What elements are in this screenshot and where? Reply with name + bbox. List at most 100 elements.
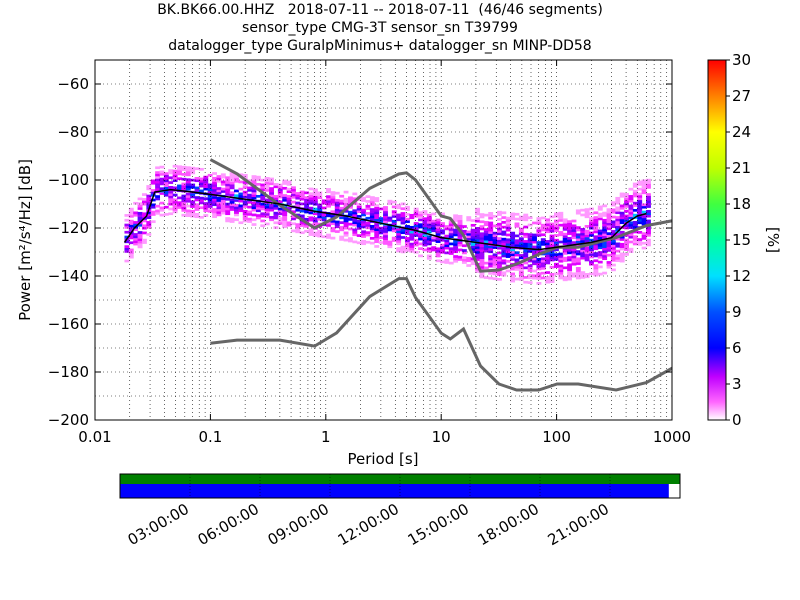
heatmap-cell	[523, 242, 529, 246]
heatmap-cell	[553, 243, 559, 247]
heatmap-cell	[448, 261, 454, 265]
heatmap-cell	[492, 260, 498, 264]
heatmap-cell	[212, 196, 217, 199]
heatmap-cell	[369, 224, 375, 228]
heatmap-cell	[334, 225, 340, 229]
heatmap-cell	[505, 269, 511, 273]
heatmap-cell	[641, 203, 647, 207]
heatmap-cell	[203, 182, 209, 186]
heatmap-cell	[247, 220, 253, 223]
heatmap-cell	[610, 239, 616, 243]
heatmap-cell	[584, 215, 590, 219]
heatmap-cell	[584, 237, 590, 240]
heatmap-cell	[128, 248, 134, 252]
heatmap-cell	[383, 208, 388, 212]
heatmap-cell	[133, 213, 139, 217]
heatmap-cell	[352, 209, 358, 213]
heatmap-cell	[527, 250, 533, 253]
heatmap-cell	[374, 225, 380, 229]
heatmap-cell	[615, 201, 621, 205]
heatmap-cell	[628, 233, 634, 237]
heatmap-cell	[124, 250, 130, 253]
heatmap-cell	[128, 214, 134, 218]
heatmap-cell	[532, 252, 537, 256]
heatmap-cell	[365, 231, 371, 234]
heatmap-cell	[330, 215, 336, 218]
heatmap-cell	[523, 225, 529, 229]
heatmap-cell	[194, 212, 200, 216]
heatmap-cell	[505, 233, 511, 237]
heatmap-cell	[172, 169, 178, 173]
heatmap-cell	[163, 213, 169, 216]
curves	[123, 158, 672, 392]
heatmap-cell	[501, 242, 507, 246]
heatmap-cell	[225, 217, 231, 220]
heatmap-cell	[584, 213, 590, 216]
heatmap-cell	[361, 213, 367, 217]
heatmap-cell	[641, 232, 647, 235]
heatmap-cell	[619, 206, 625, 210]
heatmap-cell	[181, 199, 187, 203]
heatmap-cell	[163, 177, 169, 180]
heatmap-cell	[216, 206, 222, 210]
heatmap-cell	[308, 206, 314, 210]
heatmap-cell	[527, 233, 533, 236]
heatmap-cell	[558, 233, 564, 237]
colorbar-tick-label: 30	[732, 51, 751, 69]
heatmap-cell	[387, 245, 393, 249]
heatmap-cell	[181, 204, 187, 207]
heatmap-cell	[404, 225, 410, 228]
heatmap-cell	[330, 200, 336, 204]
heatmap-cell	[646, 181, 651, 184]
heatmap-cell	[291, 222, 296, 226]
heatmap-cell	[646, 212, 651, 216]
heatmap-cell	[435, 247, 441, 251]
heatmap-cell	[418, 237, 423, 241]
heatmap-cell	[207, 185, 213, 189]
heatmap-cell	[470, 262, 476, 266]
heatmap-cell	[461, 232, 467, 236]
heatmap-cell	[356, 198, 362, 201]
heatmap-cell	[466, 218, 472, 222]
heatmap-cell	[545, 256, 551, 260]
heatmap-cell	[483, 230, 489, 234]
heatmap-cell	[404, 246, 410, 250]
heatmap-cell	[234, 208, 239, 212]
heatmap-cell	[584, 258, 590, 262]
heatmap-cell	[536, 221, 542, 225]
heatmap-cell	[369, 227, 375, 231]
heatmap-cell	[216, 177, 222, 181]
heatmap-cell	[269, 189, 274, 193]
heatmap-cell	[567, 275, 573, 279]
heatmap-cell	[137, 235, 143, 239]
heatmap-cell	[194, 176, 200, 180]
heatmap-cell	[238, 221, 244, 225]
heatmap-cell	[155, 180, 161, 184]
heatmap-cell	[321, 218, 327, 222]
heatmap-cell	[646, 193, 651, 196]
heatmap-cell	[646, 202, 651, 206]
heatmap-cell	[545, 244, 551, 248]
heatmap-cell	[273, 216, 279, 220]
heatmap-cell	[435, 249, 441, 253]
heatmap-cell	[260, 198, 266, 201]
heatmap-cell	[347, 198, 353, 202]
heatmap-cell	[260, 202, 266, 206]
heatmap-cell	[501, 233, 507, 236]
heatmap-cell	[567, 229, 573, 233]
heatmap-cell	[356, 210, 362, 213]
heatmap-cell	[646, 198, 651, 201]
heatmap-cell	[155, 185, 161, 189]
heatmap-cell	[159, 206, 165, 210]
heatmap-cell	[575, 274, 581, 277]
heatmap-cell	[549, 265, 555, 269]
heatmap-cell	[448, 235, 454, 239]
heatmap-cell	[479, 215, 485, 219]
heatmap-cell	[334, 191, 340, 195]
heatmap-cell	[536, 277, 542, 280]
heatmap-cell	[575, 276, 581, 280]
heatmap-cell	[549, 222, 555, 226]
heatmap-cell	[606, 227, 612, 231]
heatmap-cell	[470, 233, 476, 237]
heatmap-cell	[510, 279, 516, 283]
